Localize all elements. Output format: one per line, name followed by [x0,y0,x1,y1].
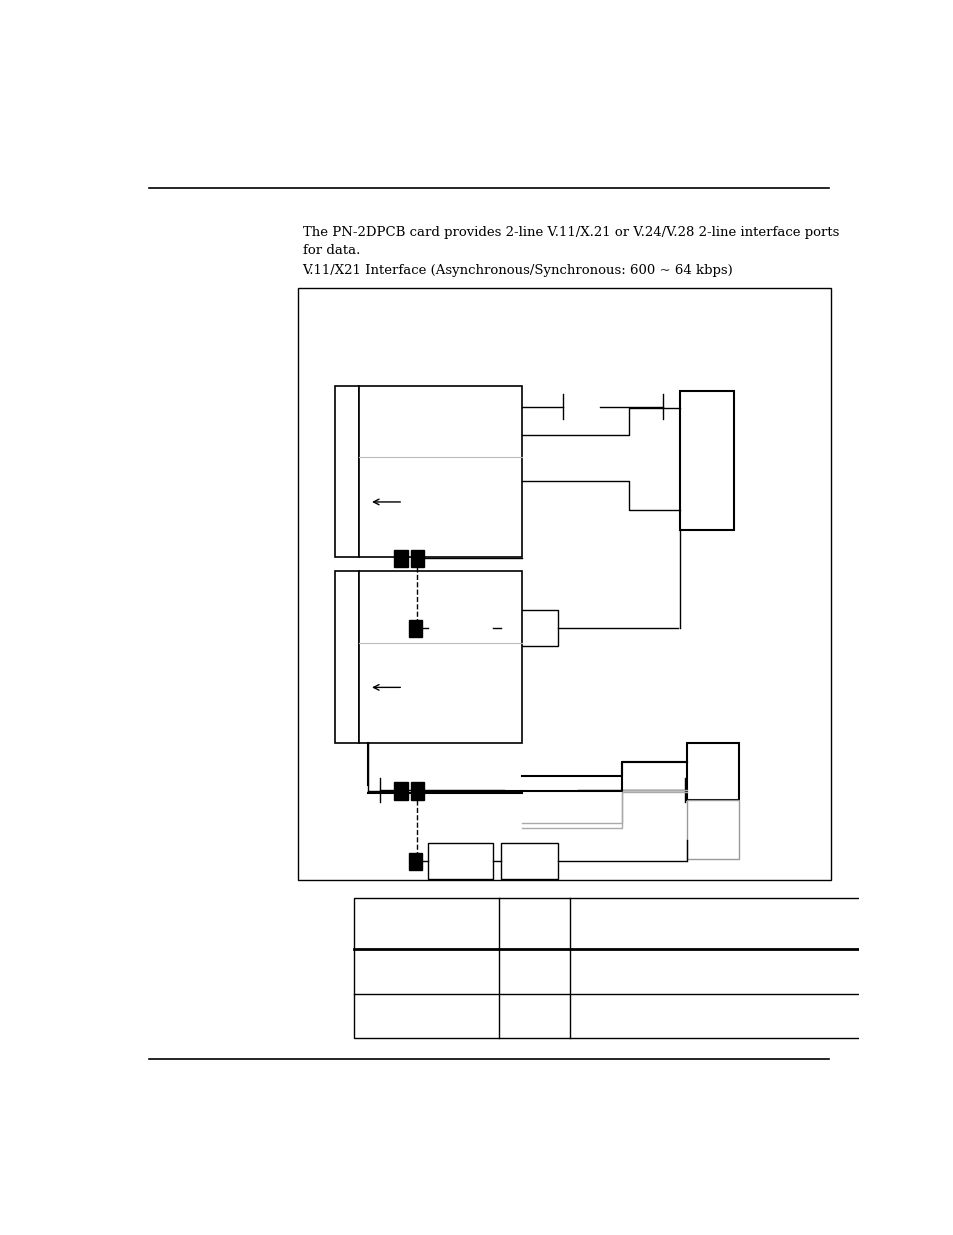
Text: The PN-2DPCB card provides 2-line V.11/X.21 or V.24/V.28 2-line interface ports
: The PN-2DPCB card provides 2-line V.11/X… [302,226,838,257]
Bar [409,853,422,869]
Bar [358,385,521,557]
Bar [335,572,358,742]
Bar [354,898,903,1039]
Bar [410,783,423,799]
Bar [500,844,558,879]
Bar [428,844,493,879]
Bar [394,783,407,799]
Text: V.11/X.21 Interface Cable, 13.1 ft. (4 m): V.11/X.21 Interface Cable, 13.1 ft. (4 m… [577,965,844,978]
Text: V.11/X21 Interface (Asynchronous/Synchronous: 600 ~ 64 kbps): V.11/X21 Interface (Asynchronous/Synchro… [302,264,733,277]
Bar [409,620,422,637]
Bar [335,385,358,557]
Text: 151017: 151017 [509,1009,559,1023]
Bar [686,742,738,799]
Bar [394,550,407,567]
Bar [410,550,423,567]
Text: DPC RS CA: DPC RS CA [361,1009,438,1023]
Bar [428,610,493,646]
Text: V.24/V.28 Interface Cable, 13.1 ft. (4 m): V.24/V.28 Interface Cable, 13.1 ft. (4 m… [577,1009,842,1023]
Bar [358,572,521,742]
Bar [679,390,734,531]
Text: 151014: 151014 [509,965,559,978]
Bar [298,288,830,881]
Bar [500,610,558,646]
Text: DPC V11 CA: DPC V11 CA [361,965,446,978]
Bar [686,799,738,858]
